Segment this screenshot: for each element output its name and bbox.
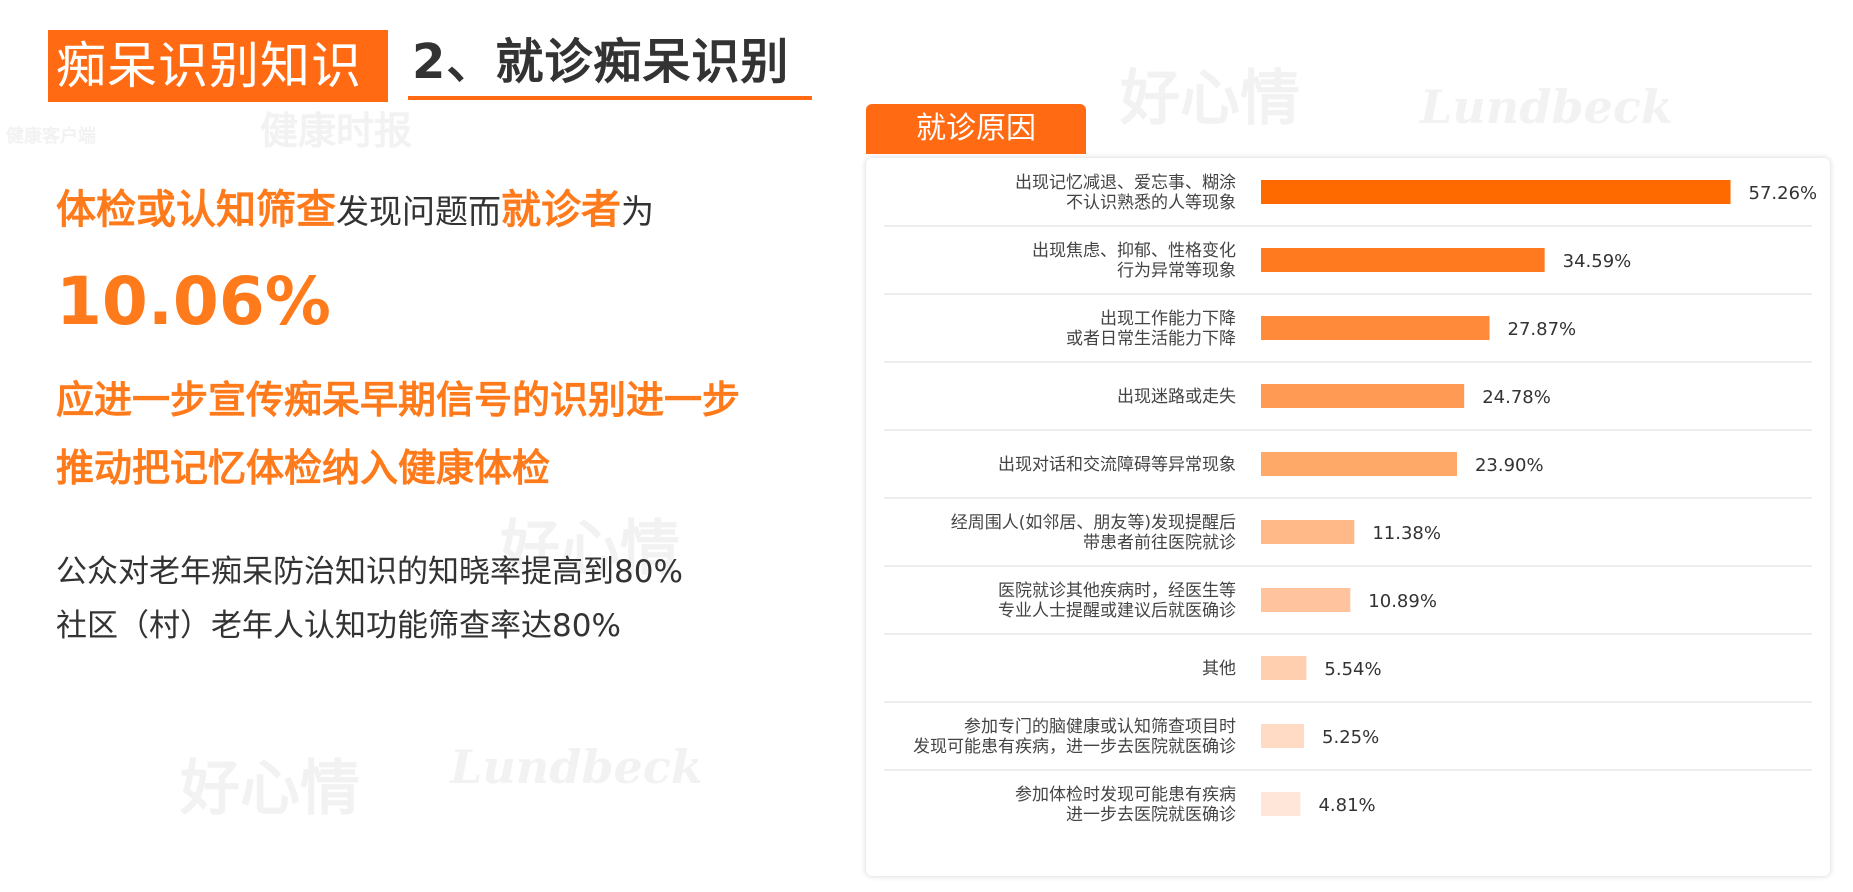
bar: [1261, 520, 1355, 544]
value-label: 27.87%: [1508, 319, 1577, 340]
bar: [1261, 180, 1731, 204]
bar-chart: 出现记忆减退、爱忘事、糊涂不认识熟悉的人等现象 57.26% 出现焦虑、抑郁、性格变…: [884, 173, 1818, 825]
bar: [1261, 316, 1490, 340]
category-label: 出现迷路或走失: [1117, 387, 1236, 407]
category-label: 经周围人(如邻居、朋友等)发现提醒后带患者前往医院就诊: [951, 513, 1236, 553]
goal-line-1: 公众对老年痴呆防治知识的知晓率提高到80%: [56, 554, 683, 590]
value-label: 34.59%: [1563, 251, 1632, 272]
category-label: 出现焦虑、抑郁、性格变化行为异常等现象: [1032, 241, 1236, 281]
value-label: 23.90%: [1475, 455, 1544, 476]
bar: [1261, 792, 1301, 816]
value-label: 11.38%: [1372, 523, 1441, 544]
value-label: 4.81%: [1318, 795, 1375, 816]
category-label: 参加专门的脑健康或认知筛查项目时发现可能患有疾病，进一步去医院就医确诊: [913, 717, 1236, 757]
value-label: 24.78%: [1482, 387, 1551, 408]
page-subtitle: 2、就诊痴呆识别: [412, 34, 790, 90]
finding-highlight-2: 就诊者: [501, 187, 621, 233]
value-label: 10.89%: [1368, 591, 1437, 612]
finding-highlight-1: 体检或认知筛查: [56, 187, 336, 233]
value-label: 5.25%: [1322, 727, 1379, 748]
watermark-app: 健康客户端: [6, 126, 96, 147]
recommendation-line-1: 应进一步宣传痴呆早期信号的识别进一步: [56, 378, 741, 422]
bar: [1261, 452, 1457, 476]
category-label: 参加体检时发现可能患有疾病进一步去医院就医确诊: [1015, 785, 1236, 825]
chart-title: 就诊原因: [866, 104, 1086, 154]
category-label: 其他: [1202, 659, 1236, 679]
finding-percent: 10.06%: [56, 263, 331, 340]
watermark-paper: 健康时报: [260, 109, 413, 153]
bar: [1261, 656, 1307, 680]
watermark-brand: 好心情: [180, 754, 360, 824]
section-title: 痴呆识别知识: [48, 30, 388, 102]
chart-panel: [866, 158, 1830, 876]
value-label: 5.54%: [1324, 659, 1381, 680]
watermark-brand-en: Lundbeck: [450, 740, 703, 794]
category-label: 医院就诊其他疾病时，经医生等专业人士提醒或建议后就医确诊: [998, 581, 1236, 621]
bar: [1261, 588, 1351, 612]
finding-text-1: 发现问题而: [336, 192, 501, 231]
finding-text-2: 为: [621, 192, 654, 231]
recommendation-line-2: 推动把记忆体检纳入健康体检: [56, 446, 551, 490]
subtitle-underline: [408, 96, 812, 100]
finding-sentence: 体检或认知筛查发现问题而就诊者为: [56, 180, 654, 242]
watermark-brand-en: Lundbeck: [1420, 80, 1673, 134]
value-label: 57.26%: [1749, 183, 1818, 204]
watermark-brand: 好心情: [1120, 64, 1300, 134]
category-label: 出现对话和交流障碍等异常现象: [998, 455, 1236, 475]
bar: [1261, 248, 1545, 272]
category-label: 出现工作能力下降或者日常生活能力下降: [1066, 309, 1236, 349]
bar: [1261, 724, 1305, 748]
goal-line-2: 社区（村）老年人认知功能筛查率达80%: [56, 608, 621, 644]
bar: [1261, 384, 1465, 408]
category-label: 出现记忆减退、爱忘事、糊涂不认识熟悉的人等现象: [1015, 173, 1236, 213]
